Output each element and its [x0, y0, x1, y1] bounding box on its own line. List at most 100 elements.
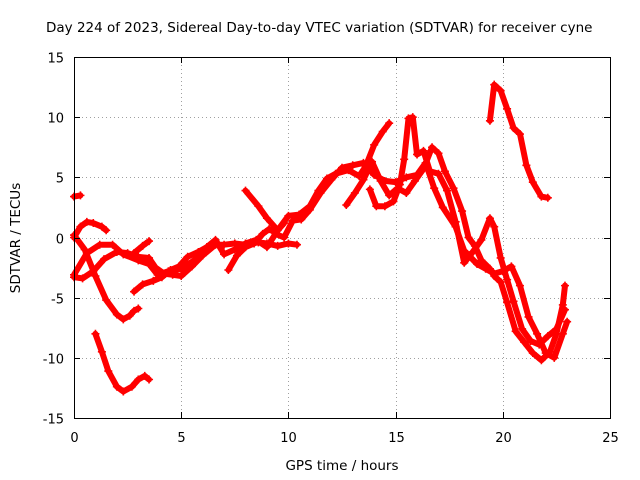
data-point — [430, 184, 439, 193]
x-tick-label: 5 — [177, 431, 185, 446]
data-point — [157, 273, 166, 282]
data-point — [440, 167, 449, 176]
data-point — [400, 155, 409, 164]
data-point — [232, 251, 241, 260]
data-point — [258, 229, 267, 238]
data-point — [91, 329, 100, 338]
data-point — [413, 150, 422, 159]
data-point — [537, 356, 546, 365]
data-point — [425, 167, 434, 176]
data-point — [552, 324, 561, 333]
series-track — [486, 81, 551, 201]
data-point — [477, 256, 486, 265]
data-point — [443, 186, 452, 195]
data-point — [102, 296, 111, 305]
data-point — [314, 186, 323, 195]
data-point — [503, 104, 512, 113]
data-point — [125, 311, 134, 320]
y-tick-label: 15 — [47, 52, 64, 67]
y-tick-label: -15 — [43, 413, 64, 428]
data-point — [190, 256, 199, 265]
data-point — [545, 347, 554, 356]
data-point — [524, 312, 533, 321]
data-point — [262, 243, 271, 252]
series-track — [343, 144, 568, 364]
series-track-g — [130, 243, 211, 296]
data-point — [97, 222, 106, 231]
data-point — [434, 169, 443, 178]
data-point — [183, 252, 192, 261]
y-tick-label: 10 — [47, 112, 64, 127]
series-track — [242, 120, 393, 234]
data-point — [82, 217, 91, 226]
grid-lines — [74, 57, 610, 418]
data-point — [322, 174, 331, 183]
data-point — [265, 225, 274, 234]
data-point — [145, 259, 154, 268]
data-point — [348, 161, 357, 170]
data-point — [95, 240, 104, 249]
data-point — [130, 306, 139, 315]
data-point — [535, 340, 544, 349]
data-point — [149, 276, 158, 285]
data-point — [134, 375, 143, 384]
data-point — [134, 304, 143, 313]
y-tick-label: 0 — [56, 233, 64, 248]
data-point — [241, 243, 250, 252]
series-track-m — [485, 80, 552, 202]
data-point — [560, 281, 569, 290]
data-point — [543, 193, 552, 202]
data-point — [78, 274, 87, 283]
data-point — [359, 175, 368, 184]
data-point — [130, 249, 139, 258]
data-point — [76, 222, 85, 231]
data-point — [134, 256, 143, 265]
data-point — [119, 315, 128, 324]
data-point — [241, 186, 250, 195]
data-point — [434, 149, 443, 158]
data-point — [112, 310, 121, 319]
data-point — [194, 247, 203, 256]
data-point — [297, 215, 306, 224]
series-track — [366, 114, 568, 348]
data-point — [284, 211, 293, 220]
data-point — [97, 347, 106, 356]
data-point — [365, 185, 374, 194]
data-point — [230, 245, 239, 254]
data-point — [395, 180, 404, 189]
data-point — [528, 349, 537, 358]
y-tick-label: 5 — [56, 172, 64, 187]
data-point — [284, 239, 293, 248]
data-point — [368, 157, 377, 166]
data-point — [473, 259, 482, 268]
data-point — [344, 166, 353, 175]
data-point — [515, 130, 524, 139]
data-point — [89, 267, 98, 276]
x-tick-label: 15 — [388, 431, 405, 446]
data-point — [560, 305, 569, 314]
data-point — [280, 233, 289, 242]
series-track — [131, 238, 152, 257]
data-point — [563, 317, 572, 326]
data-point — [102, 226, 111, 235]
series-track-j — [241, 119, 394, 235]
series-track-l — [365, 113, 569, 349]
data-point — [138, 280, 147, 289]
data-point — [485, 116, 494, 125]
data-point — [485, 264, 494, 273]
y-axis-label: SDTVAR / TECUs — [8, 183, 24, 293]
data-point — [140, 371, 149, 380]
series-track-f — [91, 329, 154, 396]
data-point — [177, 272, 186, 281]
data-point — [372, 202, 381, 211]
data-point — [490, 222, 499, 231]
data-point — [175, 262, 184, 271]
data-point — [410, 176, 419, 185]
data-point — [380, 202, 389, 211]
data-point — [490, 272, 499, 281]
y-tick-label: -10 — [43, 353, 64, 368]
x-tick-label: 25 — [602, 431, 619, 446]
data-point — [112, 382, 121, 391]
data-point — [295, 210, 304, 219]
data-point — [408, 113, 417, 122]
